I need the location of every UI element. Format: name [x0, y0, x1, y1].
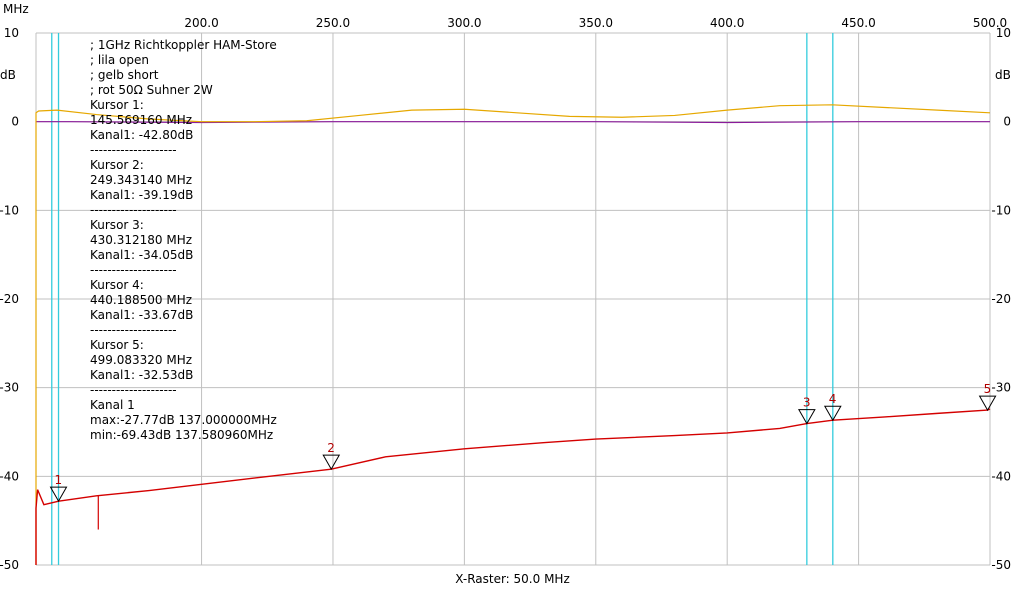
- y-tick-label-right: -20: [991, 292, 1011, 306]
- cursor-marker-label: 3: [803, 396, 811, 410]
- cursor-marker-label: 4: [829, 392, 837, 406]
- trace-lila: [36, 121, 990, 124]
- x-tick-label: 200.0: [184, 16, 218, 30]
- cursor-marker: [978, 395, 997, 412]
- y-unit-label-left: dB: [0, 68, 16, 82]
- y-tick-label-left: -40: [0, 469, 19, 483]
- info-line: min:-69.43dB 137.580960MHz: [90, 428, 274, 442]
- x-tick-label: 250.0: [316, 16, 350, 30]
- info-line: Kursor 1:: [90, 98, 144, 112]
- info-line: Kursor 2:: [90, 158, 144, 172]
- x-unit-label: MHz: [3, 2, 29, 16]
- x-tick-label: 350.0: [579, 16, 613, 30]
- cursor-marker: [823, 405, 842, 422]
- info-line: --------------------: [90, 323, 177, 337]
- cursor-marker: [322, 454, 341, 471]
- trace-rot: [35, 408, 991, 565]
- cursor-marker-label: 5: [984, 382, 992, 396]
- x-tick-label: 300.0: [447, 16, 481, 30]
- y-unit-label-right: dB: [995, 68, 1011, 82]
- info-line: --------------------: [90, 203, 177, 217]
- y-tick-label-left: -30: [0, 381, 19, 395]
- y-tick-label-left: 10: [4, 26, 19, 40]
- y-tick-label-right: -10: [991, 203, 1011, 217]
- y-tick-label-right: 0: [1003, 115, 1011, 129]
- info-line: Kanal1: -33.67dB: [90, 308, 194, 322]
- info-line: Kanal1: -32.53dB: [90, 368, 194, 382]
- info-line: ; gelb short: [90, 68, 159, 82]
- x-tick-label: 400.0: [710, 16, 744, 30]
- info-line: max:-27.77dB 137.000000MHz: [90, 413, 277, 427]
- info-line: --------------------: [90, 143, 177, 157]
- info-line: 499.083320 MHz: [90, 353, 193, 367]
- cursor-markers: 1 2 3 4 5: [49, 382, 997, 503]
- info-line: Kanal1: -34.05dB: [90, 248, 194, 262]
- y-tick-label-left: -50: [0, 558, 19, 572]
- y-tick-label-right: 10: [996, 26, 1011, 40]
- y-tick-label-left: -10: [0, 203, 19, 217]
- info-line: --------------------: [90, 383, 177, 397]
- x-raster-label: X-Raster: 50.0 MHz: [455, 572, 570, 586]
- info-line: Kursor 3:: [90, 218, 144, 232]
- trace-gelb: [35, 104, 991, 565]
- traces: [35, 104, 991, 565]
- y-tick-label-left: 0: [11, 115, 19, 129]
- cursor-marker-label: 1: [55, 473, 63, 487]
- cursor-marker: [797, 409, 816, 425]
- cursor-marker-label: 2: [327, 441, 335, 455]
- info-line: Kanal 1: [90, 398, 135, 412]
- cursor-info-panel: ; 1GHz Richtkoppler HAM-Store; lila open…: [90, 38, 277, 443]
- info-line: Kursor 5:: [90, 338, 144, 352]
- y-tick-label-right: -30: [991, 381, 1011, 395]
- y-tick-label-left: -20: [0, 292, 19, 306]
- info-line: 430.312180 MHz: [90, 233, 193, 247]
- cursor-marker: [49, 486, 68, 503]
- x-tick-label: 500.0: [973, 16, 1007, 30]
- info-line: Kursor 4:: [90, 278, 144, 292]
- axis-tick-labels: 200.0 250.0 300.0 350.0 400.0 450.0 500.010 100…: [0, 16, 1011, 572]
- y-tick-label-right: -40: [991, 469, 1011, 483]
- info-line: 249.343140 MHz: [90, 173, 193, 187]
- info-line: ; lila open: [90, 53, 149, 67]
- info-line: 145.569160 MHz: [90, 113, 193, 127]
- info-line: Kanal1: -39.19dB: [90, 188, 194, 202]
- x-tick-label: 450.0: [841, 16, 875, 30]
- info-line: Kanal1: -42.80dB: [90, 128, 194, 142]
- info-line: ; rot 50Ω Suhner 2W: [90, 83, 213, 97]
- y-tick-label-right: -50: [991, 558, 1011, 572]
- info-line: --------------------: [90, 263, 177, 277]
- info-line: ; 1GHz Richtkoppler HAM-Store: [90, 38, 277, 52]
- info-line: 440.188500 MHz: [90, 293, 193, 307]
